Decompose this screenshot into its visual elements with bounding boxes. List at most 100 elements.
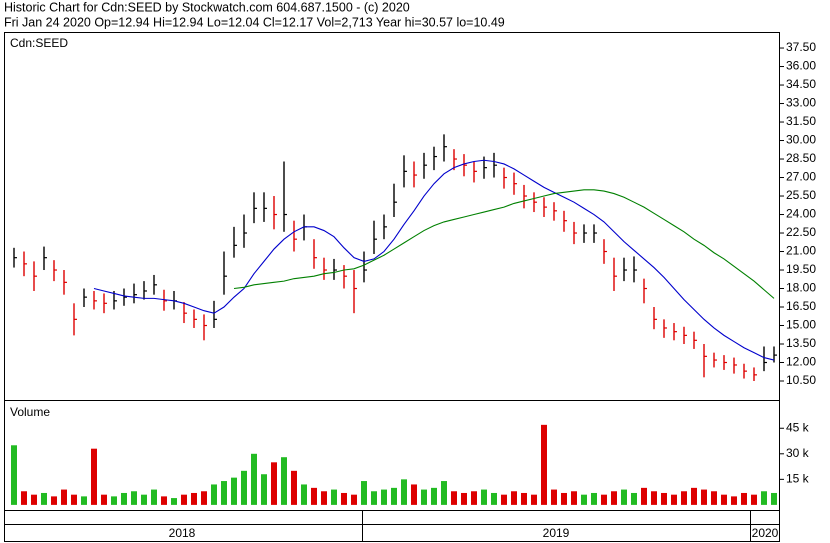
volume-bar — [661, 492, 667, 505]
volume-bar — [381, 489, 387, 505]
volume-bar — [451, 491, 457, 505]
volume-bar — [291, 470, 297, 505]
volume-bar — [181, 494, 187, 505]
y-tick-label: 16.50 — [786, 299, 816, 313]
volume-bar — [11, 445, 17, 505]
volume-bar — [511, 491, 517, 505]
y-tick-label: 33.00 — [786, 96, 816, 110]
volume-bar — [771, 492, 777, 505]
volume-bar — [251, 453, 257, 505]
volume-bar — [261, 474, 267, 505]
y-tick-label: 30 k — [786, 446, 810, 460]
y-tick-label: 28.50 — [786, 151, 816, 165]
volume-bar — [731, 496, 737, 505]
y-tick-label: 25.50 — [786, 188, 816, 202]
volume-bar — [611, 491, 617, 505]
volume-bar — [411, 484, 417, 505]
volume-bar — [621, 489, 627, 505]
y-tick-label: 12.00 — [786, 355, 816, 369]
volume-bar — [191, 492, 197, 505]
volume-bar — [201, 491, 207, 505]
volume-bar — [101, 494, 107, 505]
volume-bar — [521, 492, 527, 505]
y-tick-label: 37.50 — [786, 40, 816, 54]
moving-average — [93, 159, 775, 361]
panel-title: Volume — [10, 405, 50, 419]
volume-bar — [91, 448, 97, 505]
y-tick-label: 22.50 — [786, 225, 816, 239]
volume-bar — [71, 494, 77, 505]
y-tick-label: 15.00 — [786, 318, 816, 332]
volume-bar — [161, 496, 167, 505]
volume-bar — [711, 491, 717, 505]
volume-bar — [371, 491, 377, 505]
volume-bar — [321, 491, 327, 505]
year-label: 2018 — [169, 526, 196, 540]
volume-bar — [501, 494, 507, 505]
volume-bar — [551, 489, 557, 505]
volume-bar — [571, 491, 577, 505]
volume-bar — [351, 494, 357, 505]
volume-bar — [641, 487, 647, 505]
volume-bar — [131, 491, 137, 505]
panel-title: Cdn:SEED — [10, 36, 68, 50]
volume-bar — [171, 498, 177, 505]
volume-bar — [441, 481, 447, 505]
volume-bar — [81, 496, 87, 505]
volume-bar — [361, 481, 367, 505]
volume-bar — [541, 424, 547, 505]
header-line: Historic Chart for Cdn:SEED by Stockwatc… — [4, 0, 410, 14]
volume-bar — [651, 491, 657, 505]
header-line: Fri Jan 24 2020 Op=12.94 Hi=12.94 Lo=12.… — [4, 15, 505, 29]
y-tick-label: 34.50 — [786, 77, 816, 91]
volume-bar — [301, 484, 307, 505]
y-tick-label: 36.00 — [786, 59, 816, 73]
volume-bar — [401, 479, 407, 505]
volume-bar — [21, 491, 27, 505]
volume-bar — [581, 494, 587, 505]
y-tick-label: 45 k — [786, 420, 810, 434]
volume-bar — [431, 487, 437, 505]
volume-bar — [271, 462, 277, 505]
volume-bar — [111, 496, 117, 505]
y-tick-label: 10.50 — [786, 373, 816, 387]
volume-bar — [481, 489, 487, 505]
y-tick-label: 31.50 — [786, 114, 816, 128]
volume-bar — [61, 489, 67, 505]
year-label: 2019 — [543, 526, 570, 540]
volume-bar — [151, 489, 157, 505]
y-tick-label: 24.00 — [786, 207, 816, 221]
y-tick-label: 13.50 — [786, 336, 816, 350]
volume-bar — [701, 489, 707, 505]
y-tick-label: 21.00 — [786, 244, 816, 258]
volume-bar — [331, 489, 337, 505]
volume-bar — [531, 494, 537, 505]
volume-bar — [421, 489, 427, 505]
y-tick-label: 19.50 — [786, 262, 816, 276]
volume-bar — [681, 491, 687, 505]
volume-bar — [391, 487, 397, 505]
volume-bar — [281, 457, 287, 505]
volume-bar — [341, 492, 347, 505]
volume-bar — [51, 496, 57, 505]
volume-bar — [631, 492, 637, 505]
volume-bar — [141, 494, 147, 505]
volume-bar — [471, 491, 477, 505]
volume-bar — [691, 487, 697, 505]
moving-average — [233, 189, 775, 299]
year-label: 2020 — [752, 526, 779, 540]
volume-bar — [721, 494, 727, 505]
volume-bar — [121, 492, 127, 505]
volume-bar — [671, 494, 677, 505]
volume-bar — [491, 492, 497, 505]
volume-bar — [591, 492, 597, 505]
volume-bar — [221, 481, 227, 505]
y-tick-label: 18.00 — [786, 281, 816, 295]
volume-bar — [241, 470, 247, 505]
volume-bar — [751, 494, 757, 505]
volume-bar — [41, 492, 47, 505]
volume-bar — [761, 491, 767, 505]
volume-bar — [231, 477, 237, 505]
